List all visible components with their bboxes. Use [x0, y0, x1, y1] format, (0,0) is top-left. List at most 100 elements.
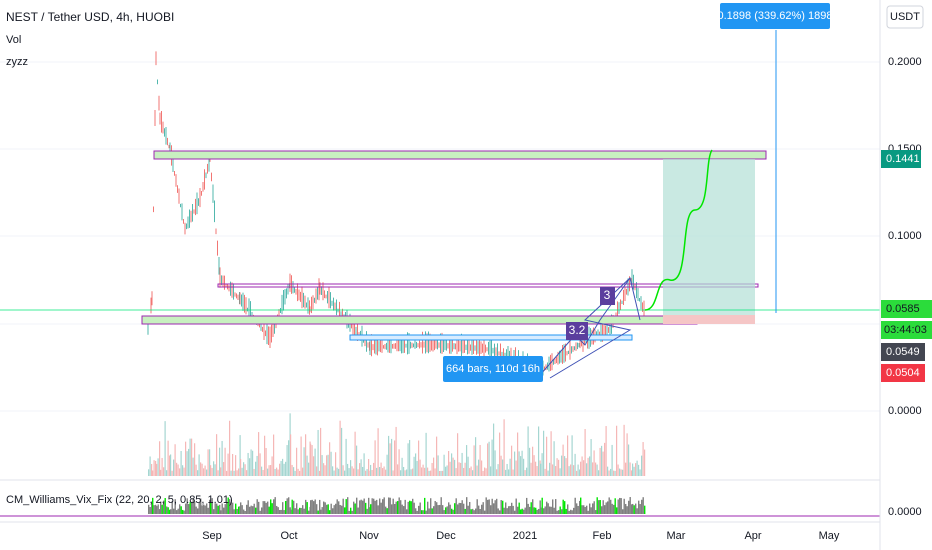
volume	[540, 463, 542, 476]
vix	[604, 505, 606, 514]
vix	[362, 500, 364, 514]
volume	[294, 470, 296, 476]
volume	[573, 465, 575, 476]
vix	[449, 504, 451, 514]
vix	[167, 507, 169, 514]
volume	[430, 470, 432, 476]
vix	[544, 506, 546, 514]
price-label: 0.2000	[888, 56, 922, 68]
indicator-name: CM_Williams_Vix_Fix (22, 20, 2, 5, 0.85,…	[6, 494, 233, 506]
volume	[236, 470, 238, 476]
vix	[472, 508, 474, 514]
volume	[571, 435, 573, 476]
volume	[156, 463, 158, 476]
volume	[317, 429, 319, 476]
vix	[252, 506, 254, 514]
volume	[619, 468, 621, 476]
vix	[570, 509, 572, 514]
vix	[460, 503, 462, 514]
vix	[305, 499, 307, 514]
volume	[203, 468, 205, 476]
volume	[241, 467, 243, 476]
volume	[177, 464, 179, 476]
vix	[324, 502, 326, 514]
vix	[406, 509, 408, 514]
vix	[452, 509, 454, 514]
vix	[638, 500, 640, 514]
volume	[550, 431, 552, 476]
volume	[200, 462, 202, 476]
vix	[509, 505, 511, 514]
vix	[473, 510, 475, 514]
volume	[642, 442, 644, 476]
vix	[173, 508, 175, 514]
volume	[625, 462, 627, 476]
vix	[632, 503, 634, 514]
vix	[321, 507, 323, 514]
vix	[320, 509, 322, 514]
volume	[238, 468, 240, 476]
currency[interactable]: USDT	[890, 11, 920, 23]
volume	[210, 465, 212, 476]
volume	[197, 470, 199, 476]
vix	[412, 498, 414, 514]
volume	[183, 467, 185, 476]
volume	[502, 459, 504, 476]
volume	[163, 467, 165, 476]
volume	[385, 469, 387, 476]
volume	[567, 435, 569, 476]
vix	[338, 501, 340, 514]
vix	[561, 509, 563, 514]
volume	[191, 438, 193, 476]
vix	[285, 501, 287, 514]
vix	[620, 498, 622, 514]
volume	[605, 426, 607, 476]
volume	[166, 470, 168, 476]
vix	[565, 508, 567, 514]
vix	[226, 502, 228, 514]
vix	[484, 510, 486, 514]
volume	[283, 463, 285, 476]
vix	[488, 499, 490, 514]
currency-button[interactable]	[886, 5, 924, 29]
vix	[250, 505, 252, 514]
volume	[388, 435, 390, 476]
vix	[339, 504, 341, 514]
volume	[580, 461, 582, 476]
vix	[280, 509, 282, 514]
volume	[415, 453, 417, 476]
vix	[593, 501, 595, 514]
vix	[599, 500, 601, 514]
vix	[608, 497, 610, 514]
volume	[320, 427, 322, 476]
volume	[376, 467, 378, 476]
vix	[194, 501, 196, 514]
vix	[553, 507, 555, 514]
volume	[547, 470, 549, 476]
volume	[633, 466, 635, 476]
vix	[273, 499, 275, 514]
measure-label: 0.1898 (339.62%) 1898	[718, 10, 833, 22]
volume	[291, 464, 293, 476]
volume	[185, 441, 187, 476]
vix	[179, 504, 181, 514]
volume	[443, 454, 445, 476]
vix	[329, 510, 331, 514]
volume	[365, 470, 367, 476]
vix-bars	[148, 497, 646, 514]
volume	[232, 453, 234, 476]
volume	[279, 463, 281, 476]
volume	[389, 443, 391, 476]
volume	[354, 431, 356, 476]
volume	[570, 464, 572, 476]
volume	[223, 462, 225, 476]
volume	[622, 469, 624, 476]
vix	[517, 506, 519, 514]
volume	[493, 423, 495, 476]
volume	[152, 470, 154, 476]
vix	[370, 504, 372, 514]
volume	[192, 457, 194, 476]
vix	[203, 504, 205, 514]
volume	[366, 469, 368, 476]
price-label: 0.0000	[888, 506, 922, 518]
